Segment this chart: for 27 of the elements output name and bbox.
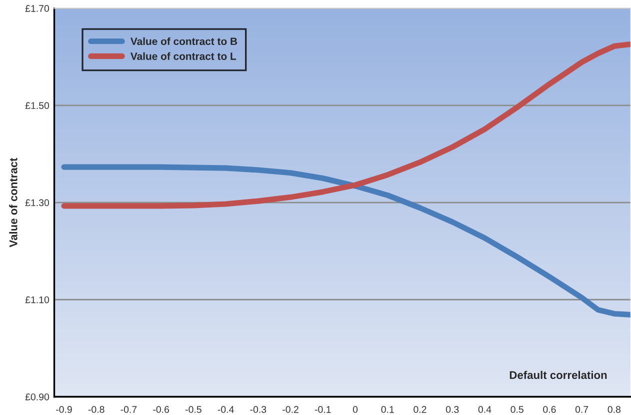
x-tick-label: -0.4 <box>218 406 234 413</box>
x-tick-label: 0.6 <box>543 406 556 413</box>
x-tick-label: -0.2 <box>282 406 298 413</box>
x-tick-label: 0.8 <box>608 406 621 413</box>
x-tick-label: 0.5 <box>510 406 524 413</box>
y-tick-label: £1.30 <box>25 199 50 206</box>
x-tick-label: -0.8 <box>88 406 104 413</box>
x-tick-label: -0.6 <box>153 406 170 413</box>
x-tick-label: 0.2 <box>414 406 426 413</box>
x-axis-title: Default correlation <box>510 370 607 380</box>
y-tick-label: £0.90 <box>25 393 50 400</box>
x-tick-label: -0.5 <box>185 406 202 413</box>
x-tick-label: 0 <box>352 406 358 413</box>
y-axis-title: Value of contract <box>9 158 18 248</box>
x-tick-label: 0.4 <box>478 406 492 413</box>
y-tick-label: £1.10 <box>25 296 50 304</box>
x-tick-label: 0.3 <box>446 406 459 413</box>
x-tick-label: 0.1 <box>381 406 394 413</box>
x-tick-label: -0.3 <box>250 406 266 413</box>
legend-label: Value of contract to B <box>130 37 238 46</box>
x-tick-label: 0.7 <box>575 406 588 413</box>
y-tick-label: £1.50 <box>25 102 50 110</box>
x-tick-label: -0.1 <box>314 406 331 413</box>
legend-label: Value of contract to L <box>130 52 236 60</box>
x-tick-label: -0.7 <box>120 406 137 413</box>
x-tick-label: -0.9 <box>56 406 72 413</box>
y-tick-label: £1.70 <box>25 5 50 12</box>
